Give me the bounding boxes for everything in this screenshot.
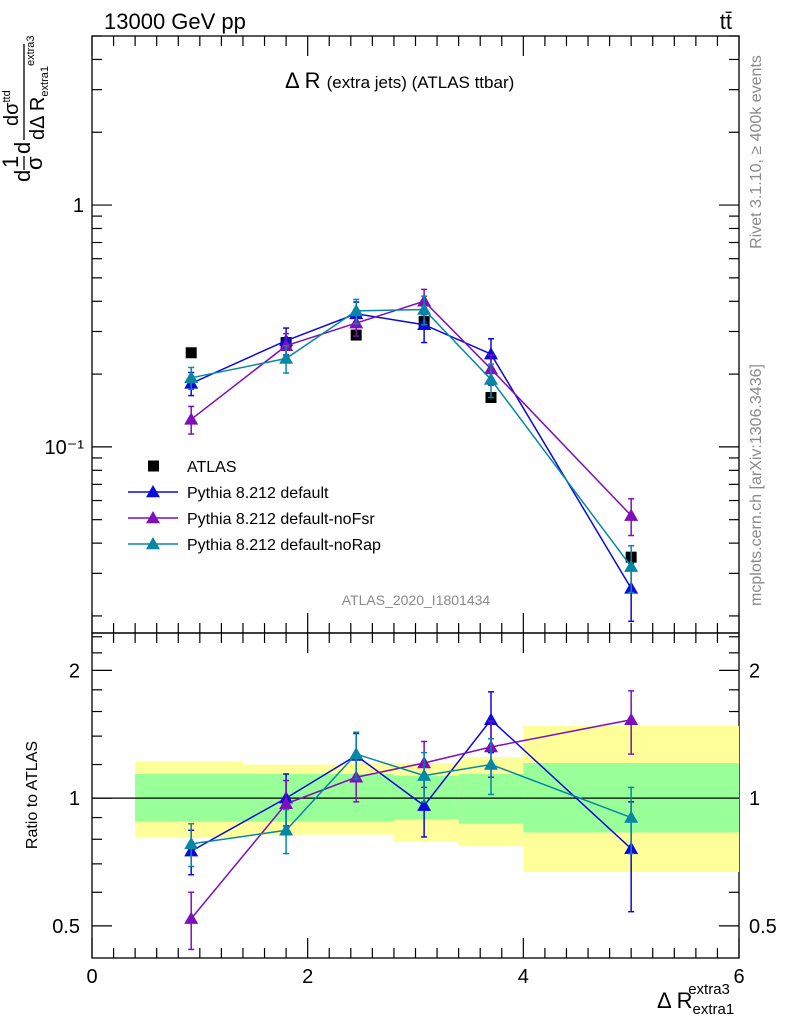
ratio-pythia-8-212-default-line	[190, 718, 632, 852]
ratio-ylabel: Ratio to ATLAS	[24, 741, 41, 849]
ratio-ytick-label-left: 1	[69, 788, 80, 810]
main-ytick-label: 10⁻¹	[45, 437, 85, 459]
ratio-pythia-8-212-default-nofsr-line	[190, 719, 632, 920]
ratio-xtick-label: 0	[86, 966, 97, 988]
legend: ATLAS Pythia 8.212 default Pythia 8.212 de…	[128, 459, 381, 554]
legend-pythia-8-212-default-nofsr-marker	[146, 511, 160, 524]
legend-atlas-marker	[148, 460, 159, 472]
ratio-series-layer	[184, 690, 639, 951]
ratio-pythia-8-212-default-norap-point	[184, 836, 199, 850]
ratio-pythia-8-212-default-norap-point	[624, 810, 639, 823]
legend-pythia-8-212-default-marker	[146, 485, 160, 498]
main-pythia-8-212-default-norap-point	[279, 351, 294, 364]
ratio-pythia-8-212-default-norap-point	[279, 823, 294, 836]
main-pythia-8-212-default-norap-point	[483, 372, 498, 385]
ratio-axis-ticks: 0 2 4 6 0.5 0.5 1 1 2 2	[52, 633, 777, 988]
ratio-ytick-label-right: 2	[749, 660, 760, 682]
ratio-ytick-label-left: 0.5	[52, 916, 80, 938]
main-pythia-8-212-default-nofsr-line	[190, 300, 632, 517]
ratio-pythia-8-212-default-norap-line	[191, 753, 632, 845]
main-pythia-8-212-default-point	[483, 347, 498, 360]
main-pythia-8-212-default-norap-point	[184, 370, 199, 384]
ratio-xtick-label: 4	[518, 966, 529, 988]
x-axis-label: Δ Rextra1extra3	[657, 981, 734, 1018]
ratio-pythia-8-212-default-norap-point	[417, 768, 432, 781]
ratio-pythia-8-212-default-point	[417, 798, 432, 811]
process-label: tt̄	[720, 9, 732, 34]
main-ylabel: d 1 σ d dσttd dΔ Rextra1extra3	[0, 35, 51, 182]
legend-pythia-8-212-default-nofsr-label: Pythia 8.212 default-noFsr	[187, 511, 375, 528]
main-pythia-8-212-default-nofsr-point	[279, 338, 294, 351]
legend-pythia-8-212-default-label: Pythia 8.212 default	[187, 485, 329, 502]
energy-label: 13000 GeV pp	[104, 9, 246, 34]
rivet-version-label: Rivet 3.1.10, ≥ 400k events	[748, 55, 765, 249]
main-ytick-label: 1	[73, 195, 84, 217]
atlas-data-point	[185, 347, 197, 359]
svg-text:dΔ Rextra1extra3: dΔ Rextra1extra3	[25, 35, 51, 140]
svg-text:d: d	[10, 170, 35, 182]
legend-atlas-label: ATLAS	[187, 459, 237, 476]
main-series-layer	[184, 288, 639, 623]
ratio-ytick-label-right: 1	[749, 788, 760, 810]
ratio-xtick-label: 6	[733, 966, 744, 988]
ratio-pythia-8-212-default-nofsr-point	[624, 712, 639, 726]
main-axis-ticks: 1 10⁻¹	[45, 35, 740, 633]
svg-text:dσttd: dσttd	[1, 90, 23, 126]
main-pythia-8-212-default-norap-point	[349, 303, 364, 317]
analysis-watermark: ATLAS_2020_I1801434	[342, 592, 491, 608]
svg-text:1: 1	[0, 156, 23, 168]
ratio-pythia-8-212-default-nofsr-point	[184, 911, 199, 924]
ratio-ytick-label-right: 0.5	[749, 916, 777, 938]
svg-text:d: d	[10, 142, 35, 154]
ratio-pythia-8-212-default-nofsr-point	[279, 796, 294, 809]
main-pythia-8-212-default-norap-point	[417, 302, 432, 315]
main-pythia-8-212-default-norap-point	[624, 559, 639, 572]
ratio-pythia-8-212-default-norap-point	[483, 757, 498, 770]
mcplots-label: mcplots.cern.ch [arXiv:1306.3436]	[748, 364, 765, 606]
main-pythia-8-212-default-nofsr-point	[624, 508, 639, 521]
ratio-ytick-label-left: 2	[69, 660, 80, 682]
main-pythia-8-212-default-nofsr-point	[184, 412, 199, 425]
svg-text:σ: σ	[22, 156, 47, 170]
ratio-pythia-8-212-default-point	[483, 712, 498, 726]
chart-title: Δ R (extra jets) (ATLAS ttbar)	[285, 68, 514, 93]
ratio-pythia-8-212-default-norap-point	[349, 747, 364, 760]
legend-pythia-8-212-default-norap-label: Pythia 8.212 default-noRap	[187, 537, 381, 554]
main-pythia-8-212-default-norap-line	[191, 308, 632, 568]
ratio-xtick-label: 2	[302, 966, 313, 988]
legend-pythia-8-212-default-norap-marker	[146, 537, 160, 550]
